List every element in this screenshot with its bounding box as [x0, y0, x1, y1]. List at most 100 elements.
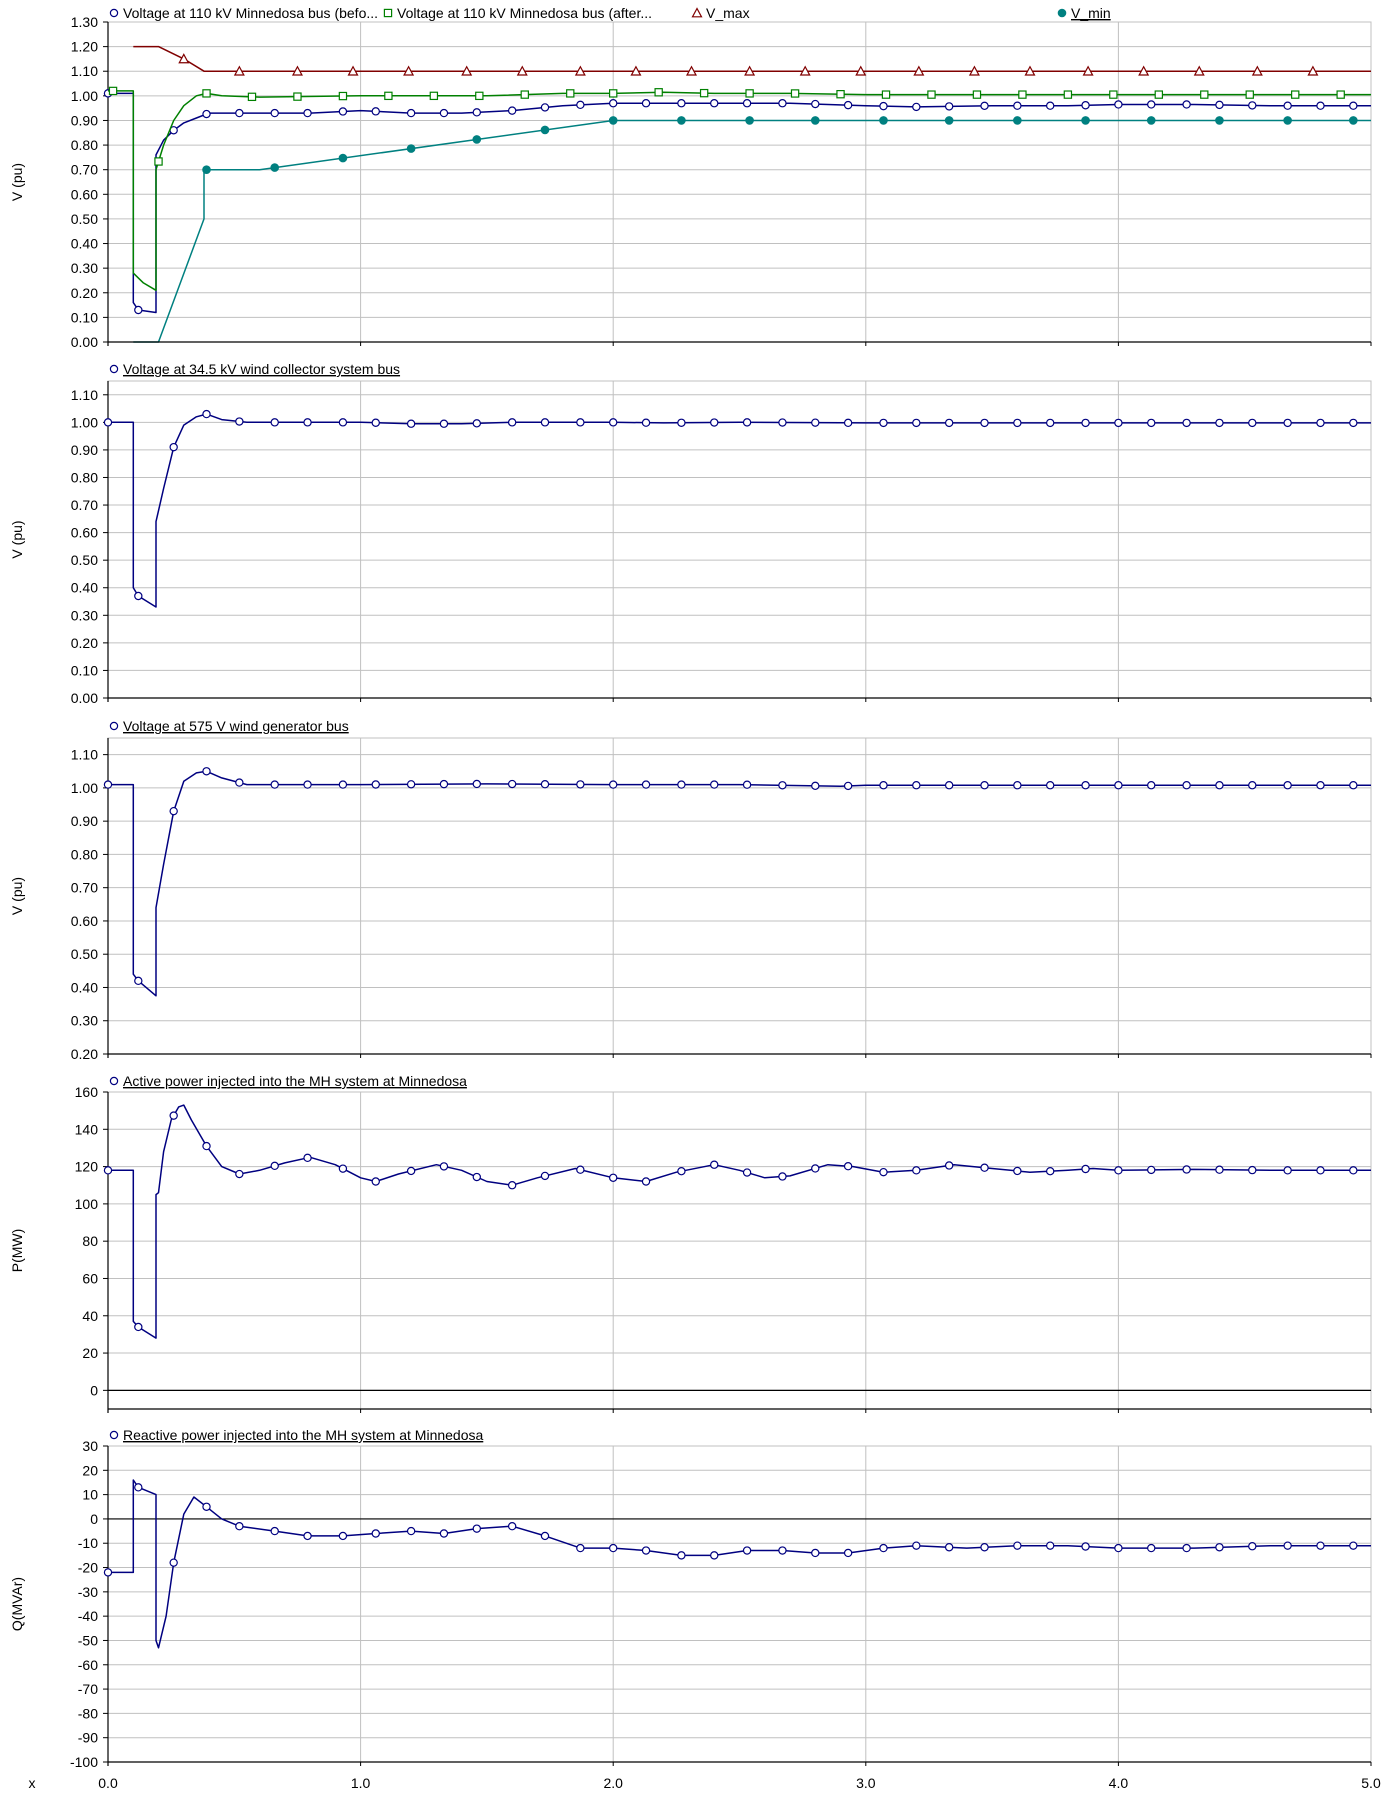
data-point-marker [169, 1558, 178, 1567]
data-point-marker [576, 418, 585, 427]
data-point-marker [108, 86, 118, 96]
legend-label: Voltage at 110 kV Minnedosa bus (befo... [123, 5, 378, 21]
data-point-marker [710, 1551, 719, 1560]
y-tick-label: 0.90 [71, 112, 98, 128]
data-point-marker [1147, 100, 1156, 109]
data-point-marker [1081, 781, 1090, 790]
data-point-marker [507, 1522, 517, 1531]
data-point-marker [516, 65, 528, 76]
data-point-marker [540, 1171, 550, 1181]
data-point-marker [742, 418, 752, 427]
x-axis-label: x [29, 1775, 36, 1791]
y-tick-label: 20 [82, 1345, 98, 1361]
data-point-marker [566, 89, 575, 98]
series-1 [103, 89, 1371, 315]
y-tick-label: 1.00 [71, 88, 98, 104]
y-tick-label: 0.90 [71, 813, 98, 829]
y-tick-label: 0.20 [71, 1046, 98, 1062]
data-point-marker [233, 65, 245, 76]
data-point-marker [641, 418, 651, 427]
data-point-marker [1182, 1165, 1191, 1174]
y-axis-label: V (pu) [9, 520, 25, 558]
data-point-marker [472, 779, 481, 789]
data-point-marker [843, 1162, 853, 1171]
legend-marker [691, 7, 703, 18]
plot-area [107, 737, 1372, 1055]
x-tick-label: 3.0 [856, 1775, 876, 1791]
data-point-marker [742, 780, 752, 789]
data-point-marker [843, 100, 853, 110]
data-point-marker [169, 806, 178, 816]
data-point-marker [710, 1160, 719, 1169]
plot-area [107, 21, 1372, 343]
data-point-marker [745, 116, 754, 125]
data-point-marker [968, 65, 980, 76]
data-point-marker [811, 1164, 820, 1173]
y-tick-label: 0.40 [71, 979, 98, 995]
data-point-marker [1024, 65, 1036, 76]
data-point-marker [879, 1167, 888, 1177]
data-point-marker [1349, 101, 1358, 110]
data-point-marker [403, 65, 415, 76]
data-point-marker [778, 99, 787, 108]
y-tick-label: 100 [75, 1196, 99, 1212]
data-point-marker [1045, 1166, 1055, 1176]
data-point-marker [980, 1543, 989, 1552]
data-point-marker [799, 65, 811, 76]
data-point-marker [1283, 1541, 1292, 1550]
y-tick-label: 0.30 [71, 607, 98, 623]
y-tick-label: 0.50 [71, 211, 98, 227]
legend-entry-1: Active power injected into the MH system… [109, 1073, 467, 1089]
data-point-marker [1316, 1166, 1325, 1175]
data-point-marker [1147, 1165, 1156, 1175]
data-point-marker [677, 1551, 686, 1560]
data-point-marker [609, 1543, 618, 1553]
data-point-marker [1215, 116, 1224, 125]
data-point-marker [1316, 101, 1325, 110]
data-point-marker [1082, 65, 1094, 76]
data-point-marker [429, 91, 439, 101]
y-tick-label: 0.90 [71, 442, 98, 458]
data-point-marker [1147, 1543, 1156, 1553]
y-tick-label: 0.20 [71, 285, 98, 301]
series-1 [103, 1104, 1371, 1339]
series-1 [103, 409, 1371, 608]
data-point-marker [944, 116, 954, 125]
data-point-marker [270, 780, 279, 789]
data-point-marker [202, 89, 211, 98]
data-point-marker [855, 65, 867, 76]
data-point-marker [972, 90, 982, 99]
plot-area [107, 1445, 1372, 1763]
y-tick-label: 1.00 [71, 414, 98, 430]
data-point-marker [912, 781, 921, 790]
data-point-marker [406, 144, 416, 153]
data-point-marker [1200, 90, 1209, 99]
data-point-marker [1349, 116, 1358, 125]
y-tick-label: -70 [78, 1681, 98, 1697]
data-point-marker [843, 781, 853, 791]
data-point-marker [1248, 781, 1257, 790]
y-tick-label: 0.80 [71, 469, 98, 485]
series-3 [133, 45, 1371, 76]
data-point-marker [202, 409, 211, 419]
data-point-marker [944, 1161, 954, 1170]
x-tick-label: 1.0 [351, 1775, 371, 1791]
data-point-marker [540, 780, 550, 789]
data-point-marker [1045, 1541, 1055, 1550]
data-point-marker [1215, 100, 1224, 110]
data-point-marker [1045, 101, 1055, 110]
data-point-marker [270, 1161, 279, 1171]
y-tick-label: -40 [78, 1608, 98, 1624]
y-tick-label: 1.10 [71, 63, 98, 79]
data-point-marker [1114, 100, 1123, 109]
data-point-marker [202, 1141, 211, 1151]
data-point-marker [912, 1541, 921, 1550]
y-tick-label: 1.10 [71, 747, 98, 763]
data-point-marker [609, 780, 618, 789]
chart-panel-1: 0.00 0.10 0.20 0.30 0.40 0.50 0.60 0.70 0.80 0.90… [9, 5, 1372, 350]
legend-marker [109, 1076, 119, 1086]
data-point-marker [1081, 1164, 1090, 1174]
legend-entry-1: Voltage at 110 kV Minnedosa bus (befo... [109, 5, 378, 21]
data-point-marker [879, 781, 888, 790]
data-point-marker [338, 1164, 348, 1173]
